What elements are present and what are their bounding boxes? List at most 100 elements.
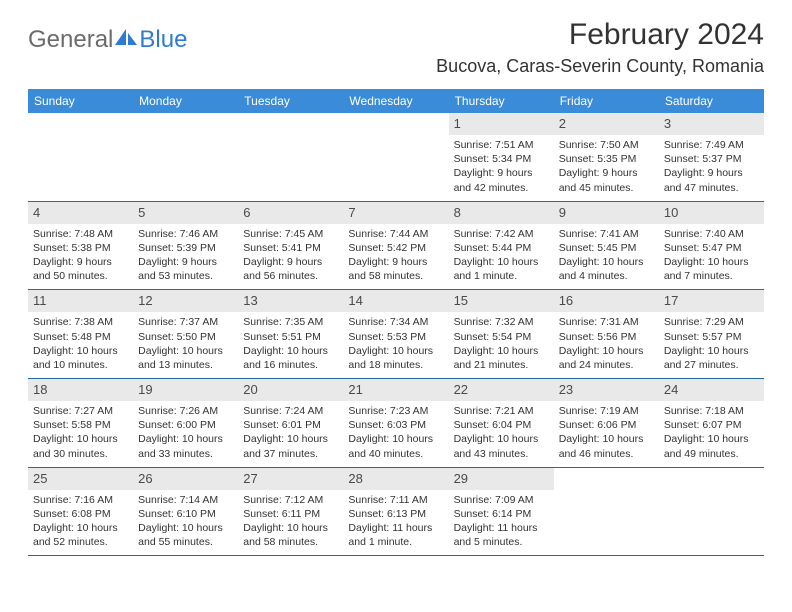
day-info: Sunrise: 7:37 AMSunset: 5:50 PMDaylight:…	[138, 315, 233, 372]
day-number-bar: 6	[238, 202, 343, 224]
day-number: 10	[664, 205, 678, 220]
day-cell: 18 Sunrise: 7:27 AMSunset: 5:58 PMDayligh…	[28, 379, 133, 467]
day-info: Sunrise: 7:41 AMSunset: 5:45 PMDaylight:…	[559, 227, 654, 284]
day-number-bar: 3	[659, 113, 764, 135]
day-cell: 25 Sunrise: 7:16 AMSunset: 6:08 PMDayligh…	[28, 468, 133, 556]
day-number: 24	[664, 382, 678, 397]
day-cell	[28, 113, 133, 201]
day-cell: 11 Sunrise: 7:38 AMSunset: 5:48 PMDayligh…	[28, 290, 133, 378]
day-number-bar: 17	[659, 290, 764, 312]
day-cell: 13 Sunrise: 7:35 AMSunset: 5:51 PMDayligh…	[238, 290, 343, 378]
day-cell: 21 Sunrise: 7:23 AMSunset: 6:03 PMDayligh…	[343, 379, 448, 467]
day-number-bar: 5	[133, 202, 238, 224]
day-cell: 23Sunrise: 7:19 AMSunset: 6:06 PMDayligh…	[554, 379, 659, 467]
day-info: Sunrise: 7:14 AMSunset: 6:10 PMDaylight:…	[138, 493, 233, 550]
day-number-bar: 8	[449, 202, 554, 224]
day-cell	[554, 468, 659, 556]
day-info: Sunrise: 7:11 AMSunset: 6:13 PMDaylight:…	[348, 493, 443, 550]
day-info: Sunrise: 7:12 AMSunset: 6:11 PMDaylight:…	[243, 493, 338, 550]
weekday-header: Wednesday	[343, 89, 448, 113]
day-number: 6	[243, 205, 250, 220]
day-number-bar: 28	[343, 468, 448, 490]
day-number-bar: 10	[659, 202, 764, 224]
day-cell	[238, 113, 343, 201]
day-info: Sunrise: 7:29 AMSunset: 5:57 PMDaylight:…	[664, 315, 759, 372]
day-info: Sunrise: 7:51 AMSunset: 5:34 PMDaylight:…	[454, 138, 549, 195]
day-cell: 4 Sunrise: 7:48 AMSunset: 5:38 PMDaylight…	[28, 202, 133, 290]
day-number: 8	[454, 205, 461, 220]
day-cell: 3Sunrise: 7:49 AMSunset: 5:37 PMDaylight…	[659, 113, 764, 201]
day-number: 3	[664, 116, 671, 131]
day-info: Sunrise: 7:46 AMSunset: 5:39 PMDaylight:…	[138, 227, 233, 284]
location: Bucova, Caras-Severin County, Romania	[436, 56, 764, 77]
day-info: Sunrise: 7:40 AMSunset: 5:47 PMDaylight:…	[664, 227, 759, 284]
day-info: Sunrise: 7:16 AMSunset: 6:08 PMDaylight:…	[33, 493, 128, 550]
day-number-bar: 25	[28, 468, 133, 490]
logo-text-general: General	[28, 26, 113, 54]
day-info: Sunrise: 7:23 AMSunset: 6:03 PMDaylight:…	[348, 404, 443, 461]
day-number-bar: 12	[133, 290, 238, 312]
day-cell: 26 Sunrise: 7:14 AMSunset: 6:10 PMDayligh…	[133, 468, 238, 556]
day-info: Sunrise: 7:38 AMSunset: 5:48 PMDaylight:…	[33, 315, 128, 372]
day-number: 27	[243, 471, 257, 486]
day-cell: 19Sunrise: 7:26 AMSunset: 6:00 PMDayligh…	[133, 379, 238, 467]
day-number-bar: 26	[133, 468, 238, 490]
logo-sail-icon	[115, 27, 137, 45]
weekday-header: Monday	[133, 89, 238, 113]
day-info: Sunrise: 7:27 AMSunset: 5:58 PMDaylight:…	[33, 404, 128, 461]
day-cell: 10 Sunrise: 7:40 AMSunset: 5:47 PMDayligh…	[659, 202, 764, 290]
day-number-bar: 23	[554, 379, 659, 401]
day-number: 20	[243, 382, 257, 397]
day-number-bar: 27	[238, 468, 343, 490]
day-cell: 8 Sunrise: 7:42 AMSunset: 5:44 PMDaylight…	[449, 202, 554, 290]
day-cell: 1 Sunrise: 7:51 AMSunset: 5:34 PMDaylight…	[449, 113, 554, 201]
day-cell: 6Sunrise: 7:45 AMSunset: 5:41 PMDaylight…	[238, 202, 343, 290]
weekday-header-row: SundayMondayTuesdayWednesdayThursdayFrid…	[28, 89, 764, 113]
header: General Blue February 2024 Bucova, Caras…	[0, 0, 792, 83]
day-number-bar: 20	[238, 379, 343, 401]
day-cell: 9 Sunrise: 7:41 AMSunset: 5:45 PMDaylight…	[554, 202, 659, 290]
day-info: Sunrise: 7:35 AMSunset: 5:51 PMDaylight:…	[243, 315, 338, 372]
day-cell: 29Sunrise: 7:09 AMSunset: 6:14 PMDayligh…	[449, 468, 554, 556]
day-cell: 27 Sunrise: 7:12 AMSunset: 6:11 PMDayligh…	[238, 468, 343, 556]
day-cell: 12 Sunrise: 7:37 AMSunset: 5:50 PMDayligh…	[133, 290, 238, 378]
day-number: 14	[348, 293, 362, 308]
day-number: 5	[138, 205, 145, 220]
day-number: 11	[33, 293, 47, 308]
day-info: Sunrise: 7:48 AMSunset: 5:38 PMDaylight:…	[33, 227, 128, 284]
day-number-bar: 15	[449, 290, 554, 312]
day-number-bar: 14	[343, 290, 448, 312]
day-info: Sunrise: 7:18 AMSunset: 6:07 PMDaylight:…	[664, 404, 759, 461]
day-number: 18	[33, 382, 47, 397]
day-number-bar: 11	[28, 290, 133, 312]
day-cell: 15 Sunrise: 7:32 AMSunset: 5:54 PMDayligh…	[449, 290, 554, 378]
day-number-bar: 1	[449, 113, 554, 135]
day-number: 2	[559, 116, 566, 131]
day-cell: 16Sunrise: 7:31 AMSunset: 5:56 PMDayligh…	[554, 290, 659, 378]
day-cell: 14 Sunrise: 7:34 AMSunset: 5:53 PMDayligh…	[343, 290, 448, 378]
title-block: February 2024 Bucova, Caras-Severin Coun…	[436, 18, 764, 77]
day-cell: 5 Sunrise: 7:46 AMSunset: 5:39 PMDaylight…	[133, 202, 238, 290]
weekday-header: Thursday	[449, 89, 554, 113]
day-number: 28	[348, 471, 362, 486]
day-number-bar: 13	[238, 290, 343, 312]
day-info: Sunrise: 7:42 AMSunset: 5:44 PMDaylight:…	[454, 227, 549, 284]
week-row: 4 Sunrise: 7:48 AMSunset: 5:38 PMDaylight…	[28, 202, 764, 291]
month-title: February 2024	[436, 18, 764, 52]
day-number-bar: 9	[554, 202, 659, 224]
day-number-bar: 18	[28, 379, 133, 401]
week-row: 1 Sunrise: 7:51 AMSunset: 5:34 PMDaylight…	[28, 113, 764, 202]
day-number-bar: 29	[449, 468, 554, 490]
day-number-bar: 4	[28, 202, 133, 224]
day-number: 21	[348, 382, 362, 397]
day-number: 1	[454, 116, 461, 131]
weekday-header: Saturday	[659, 89, 764, 113]
day-info: Sunrise: 7:26 AMSunset: 6:00 PMDaylight:…	[138, 404, 233, 461]
day-number: 4	[33, 205, 40, 220]
week-row: 11 Sunrise: 7:38 AMSunset: 5:48 PMDayligh…	[28, 290, 764, 379]
day-cell: 20Sunrise: 7:24 AMSunset: 6:01 PMDayligh…	[238, 379, 343, 467]
day-cell: 2Sunrise: 7:50 AMSunset: 5:35 PMDaylight…	[554, 113, 659, 201]
day-info: Sunrise: 7:32 AMSunset: 5:54 PMDaylight:…	[454, 315, 549, 372]
day-number-bar: 2	[554, 113, 659, 135]
day-info: Sunrise: 7:34 AMSunset: 5:53 PMDaylight:…	[348, 315, 443, 372]
